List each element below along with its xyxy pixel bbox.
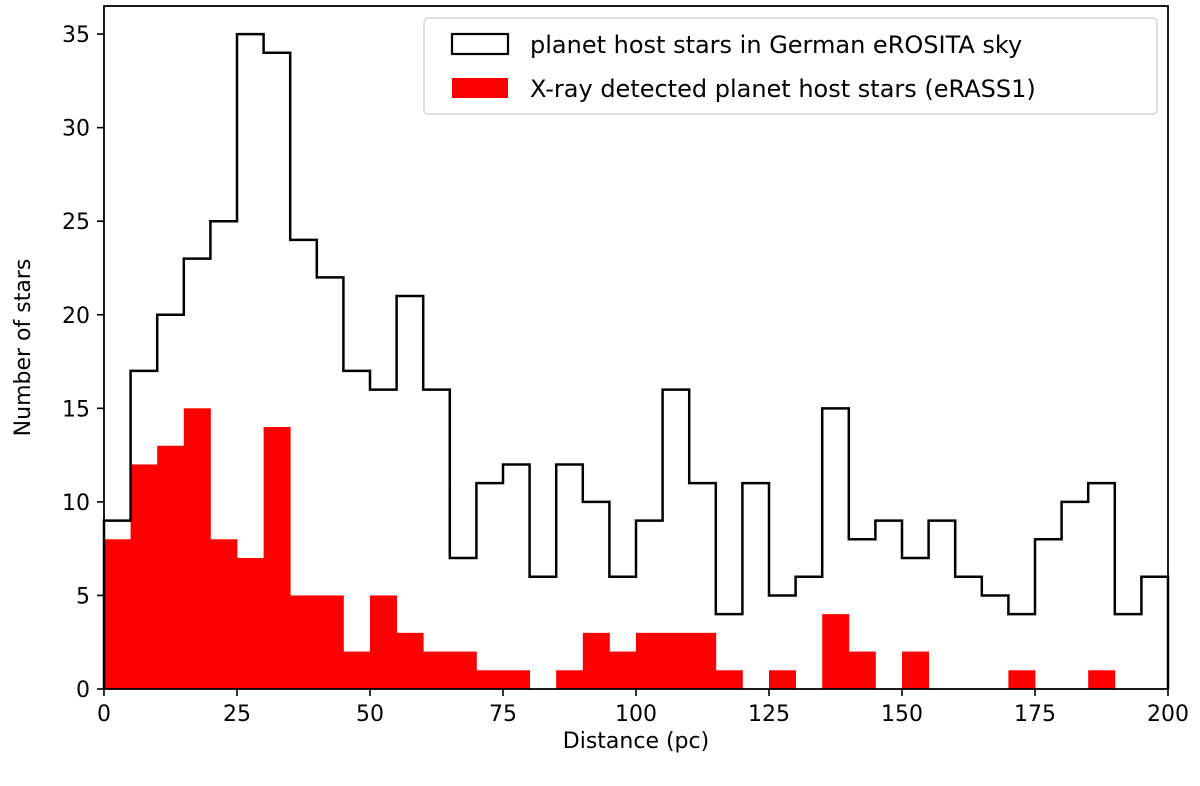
x-tick-label: 25 xyxy=(223,702,251,727)
xray-bar xyxy=(290,595,318,689)
legend-swatch-outline xyxy=(450,32,510,56)
xray-bar xyxy=(476,670,504,689)
xray-bar xyxy=(370,595,397,689)
x-axis-title: Distance (pc) xyxy=(563,729,709,754)
xray-bar xyxy=(609,651,637,689)
x-tick-label: 200 xyxy=(1147,702,1189,727)
y-tick-label: 10 xyxy=(62,491,90,516)
xray-bar xyxy=(556,670,584,689)
xray-bar xyxy=(1088,670,1116,689)
xray-bar xyxy=(689,632,717,689)
y-tick-label: 15 xyxy=(62,397,90,422)
xray-bar xyxy=(396,632,424,689)
xray-bar xyxy=(210,539,238,689)
x-tick-label: 75 xyxy=(489,702,517,727)
xray-bar xyxy=(662,632,690,689)
xray-bar xyxy=(822,614,850,689)
xray-bar xyxy=(183,408,211,689)
xray-bar xyxy=(582,632,610,689)
y-axis-title: Number of stars xyxy=(11,259,36,437)
y-tick-label: 25 xyxy=(62,210,90,235)
xray-bar xyxy=(343,651,371,689)
xray-bar xyxy=(715,670,743,689)
x-tick-label: 50 xyxy=(356,702,384,727)
xray-bar xyxy=(503,670,530,689)
xray-bar xyxy=(423,651,451,689)
legend-label-xray-detected: X-ray detected planet host stars (eRASS1… xyxy=(530,75,1036,103)
xray-detected-bars xyxy=(104,408,1116,689)
xray-bar xyxy=(1008,670,1036,689)
xray-bar xyxy=(769,670,796,689)
x-tick-label: 125 xyxy=(748,702,790,727)
legend-label-host-stars: planet host stars in German eROSITA sky xyxy=(530,31,1022,59)
x-tick-label: 175 xyxy=(1014,702,1056,727)
xray-bar xyxy=(902,651,929,689)
xray-bar xyxy=(104,539,131,689)
y-tick-label: 30 xyxy=(62,117,90,142)
xray-bar xyxy=(130,464,158,689)
x-axis-ticks: 0 25 50 75 100 125 150 175 200 xyxy=(97,689,1189,727)
y-tick-label: 20 xyxy=(62,304,90,329)
x-tick-label: 100 xyxy=(615,702,657,727)
y-tick-label: 0 xyxy=(76,678,90,703)
legend-swatch-red xyxy=(452,78,508,98)
y-axis-ticks: 0 5 10 15 20 25 30 35 xyxy=(62,23,104,703)
x-tick-label: 0 xyxy=(97,702,111,727)
y-tick-label: 35 xyxy=(62,23,90,48)
xray-bar xyxy=(636,632,663,689)
xray-bar xyxy=(449,651,477,689)
xray-bar xyxy=(157,445,185,689)
xray-bar xyxy=(316,595,344,689)
y-tick-label: 5 xyxy=(76,584,90,609)
host-stars-step-outline xyxy=(102,32,1170,689)
legend-box xyxy=(423,17,1158,115)
legend: planet host stars in German eROSITA sky … xyxy=(423,17,1158,115)
xray-bar xyxy=(263,427,291,689)
xray-bar xyxy=(237,558,264,689)
x-tick-label: 150 xyxy=(881,702,923,727)
xray-bar xyxy=(848,651,876,689)
